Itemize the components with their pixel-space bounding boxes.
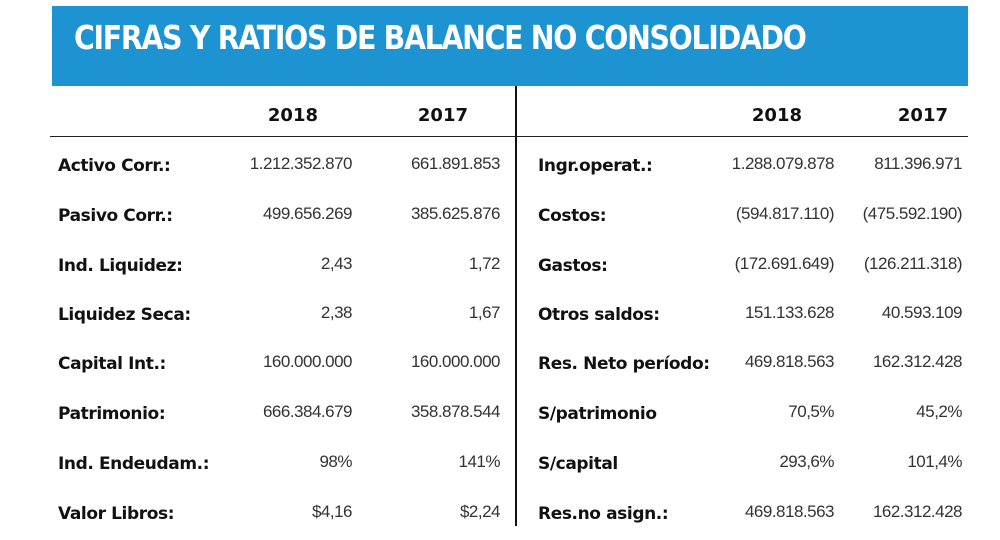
value-2018: (172.691.649) (734, 254, 835, 273)
row-label: Patrimonio: (58, 404, 166, 424)
title-banner: CIFRAS Y RATIOS DE BALANCE NO CONSOLIDAD… (52, 6, 968, 86)
value-2017: 141% (458, 452, 501, 471)
right-header-2018: 2018 (751, 105, 802, 126)
value-2018: 469.818.563 (744, 502, 835, 521)
row-label: Ind. Endeudam.: (58, 454, 210, 474)
page-title: CIFRAS Y RATIOS DE BALANCE NO CONSOLIDAD… (74, 18, 807, 57)
value-2018: 1.288.079.878 (731, 154, 835, 173)
value-2017: 40.593.109 (881, 303, 963, 322)
value-2017: 811.396.971 (874, 154, 962, 173)
value-2017: 101,4% (907, 452, 962, 471)
value-2017: 1,67 (468, 303, 501, 322)
value-2017: 160.000.000 (410, 352, 501, 371)
left-header-2018: 2018 (267, 105, 318, 126)
value-2017: 162.312.428 (872, 352, 963, 371)
row-label: Ingr.operat.: (538, 156, 653, 176)
row-label: Activo Corr.: (58, 156, 171, 176)
value-2018: $4,16 (311, 502, 353, 521)
value-2017: (126.211.318) (863, 254, 963, 273)
left-header-2017: 2017 (417, 105, 468, 126)
row-label: Otros saldos: (538, 305, 660, 325)
value-2017: 661.891.853 (410, 154, 501, 173)
right-header-2017: 2017 (897, 105, 948, 126)
row-label: S/capital (538, 454, 618, 474)
value-2018: 666.384.679 (262, 402, 353, 421)
row-label: Res. Neto período: (538, 354, 710, 374)
value-2018: 160.000.000 (262, 352, 353, 371)
value-2017: 385.625.876 (410, 204, 501, 223)
value-2018: 293,6% (779, 452, 834, 471)
row-label: Liquidez Seca: (58, 305, 191, 325)
row-label: Capital Int.: (58, 354, 166, 374)
row-label: Pasivo Corr.: (58, 206, 173, 226)
value-2017: $2,24 (459, 502, 501, 521)
value-2018: 98% (319, 452, 352, 471)
value-2018: 469.818.563 (744, 352, 835, 371)
row-label: S/patrimonio (538, 404, 657, 424)
row-label: Valor Libros: (58, 504, 175, 524)
value-2017: 1,72 (468, 254, 501, 273)
value-2018: (594.817.110) (735, 204, 835, 223)
value-2017: 358.878.544 (410, 402, 501, 421)
left-header-rule (50, 136, 515, 137)
value-2018: 499.656.269 (262, 204, 353, 223)
value-2018: 1.212.352.870 (249, 154, 353, 173)
row-label: Gastos: (538, 256, 608, 276)
row-label: Res.no asign.: (538, 504, 669, 524)
row-label: Costos: (538, 206, 607, 226)
column-divider (515, 86, 517, 526)
row-label: Ind. Liquidez: (58, 256, 183, 276)
value-2018: 70,5% (788, 402, 834, 421)
value-2018: 151.133.628 (744, 303, 835, 322)
value-2017: 162.312.428 (872, 502, 963, 521)
value-2017: (475.592.190) (862, 204, 963, 223)
value-2018: 2,43 (320, 254, 353, 273)
right-header-rule (517, 136, 968, 137)
value-2017: 45,2% (916, 402, 962, 421)
value-2018: 2,38 (320, 303, 353, 322)
